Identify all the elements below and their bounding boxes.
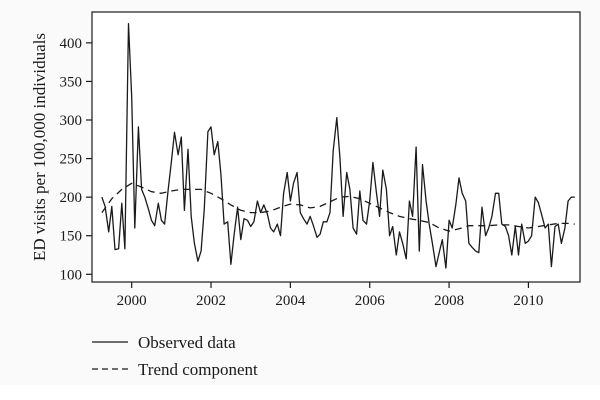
y-tick-label: 200: [60, 190, 83, 206]
x-tick-label: 2002: [196, 293, 226, 309]
series-line-observed-data: [101, 22, 575, 269]
y-tick-label: 250: [60, 152, 83, 168]
x-tick-label: 2004: [275, 293, 306, 309]
x-tick-label: 2000: [117, 293, 147, 309]
legend: Observed data Trend component: [92, 333, 258, 379]
y-tick-label: 300: [60, 113, 83, 129]
legend-label-observed-data: Observed data: [138, 333, 236, 352]
x-axis: 2000 2002 2004 2006 2008 2010: [117, 282, 543, 309]
plot-frame: [91, 11, 581, 283]
y-tick-label: 100: [60, 267, 83, 283]
y-tick-label: 400: [60, 36, 83, 52]
y-tick-label: 150: [60, 229, 83, 245]
x-tick-label: 2006: [355, 293, 386, 309]
series-layer: [101, 22, 575, 269]
y-axis-title: ED visits per 100,000 individuals: [30, 33, 49, 261]
y-axis: 100 150 200 250 300 350 400: [60, 36, 92, 283]
x-tick-label: 2008: [434, 293, 464, 309]
y-tick-label: 350: [60, 74, 83, 90]
x-tick-label: 2010: [513, 293, 543, 309]
legend-label-trend-component: Trend component: [138, 360, 258, 379]
